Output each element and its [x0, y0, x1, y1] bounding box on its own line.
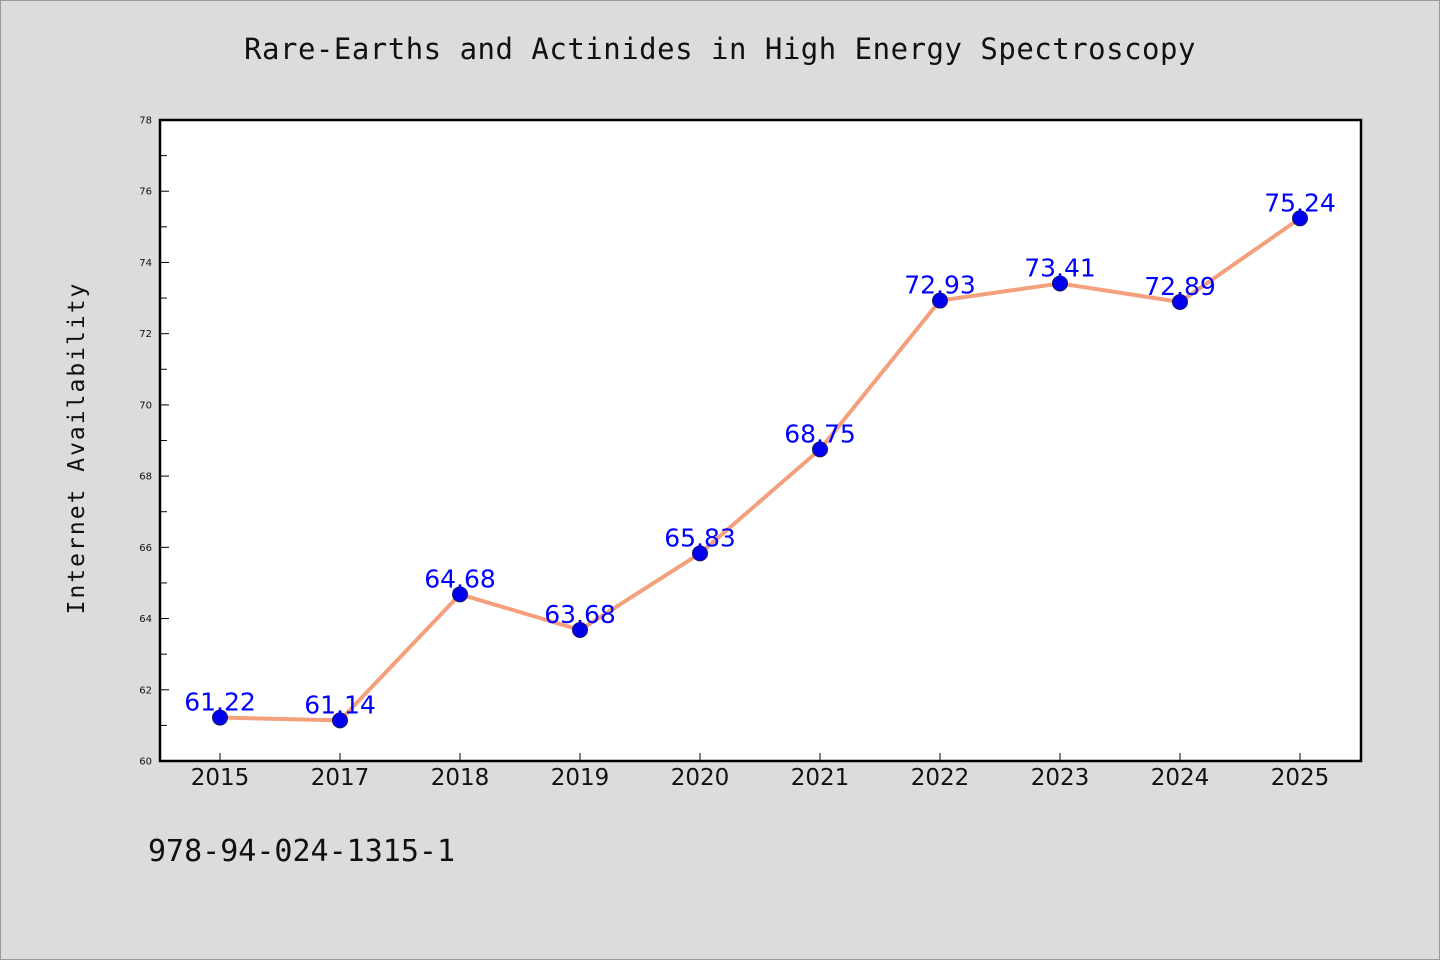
data-label: 68.75 [784, 419, 856, 448]
y-tick-label: 74 [139, 258, 152, 269]
chart-title: Rare-Earths and Actinides in High Energy… [244, 32, 1196, 66]
markers-group [212, 210, 1308, 729]
data-label: 63.68 [544, 600, 616, 629]
y-tick-label: 62 [139, 685, 152, 696]
data-point [212, 709, 228, 726]
x-tick-label: 2015 [191, 765, 250, 791]
series-line [218, 216, 1302, 723]
data-label: 64.68 [424, 564, 496, 593]
data-point [1172, 293, 1188, 310]
x-tick-label: 2025 [1271, 765, 1330, 791]
data-label: 72.89 [1144, 272, 1216, 301]
x-tick-label: 2021 [791, 765, 850, 791]
data-label: 72.93 [904, 271, 976, 300]
x-tick-label: 2017 [311, 765, 370, 791]
y-tick-label: 64 [139, 614, 152, 625]
x-tick-label: 2019 [551, 765, 610, 791]
data-label: 75.24 [1264, 188, 1336, 217]
y-tick-label: 66 [139, 543, 152, 554]
x-tick-label: 2022 [911, 765, 970, 791]
x-tick-label: 2020 [671, 765, 730, 791]
y-tick-label: 70 [139, 400, 152, 411]
data-label: 61.22 [184, 688, 256, 717]
data-point [1292, 210, 1308, 227]
x-tick-label: 2018 [431, 765, 490, 791]
data-point [1052, 275, 1068, 292]
data-labels-group: 61.22 61.14 64.68 63.68 65.83 68.75 72.93 73.41… [184, 188, 1336, 719]
data-label: 73.41 [1024, 253, 1096, 282]
data-point [452, 586, 468, 603]
y-axis: 60 62 64 66 68 70 72 74 76 78 [139, 116, 169, 768]
data-point [572, 621, 588, 638]
x-tick-label: 2023 [1031, 765, 1090, 791]
data-label: 61.14 [304, 690, 376, 719]
series-line-group [218, 216, 1302, 723]
y-tick-label: 72 [139, 329, 152, 340]
y-tick-label: 76 [139, 187, 152, 198]
isbn-text: 978-94-024-1315-1 [148, 834, 456, 869]
plot-area [158, 118, 1363, 763]
y-tick-label: 68 [139, 472, 152, 483]
y-tick-label: 78 [139, 116, 152, 127]
data-point [932, 292, 948, 309]
x-axis: 2015 2017 2018 2019 2020 2021 2022 2023 2024 2025 [191, 753, 1330, 791]
data-point [332, 712, 348, 729]
x-tick-label: 2024 [1151, 765, 1210, 791]
y-tick-label: 60 [139, 757, 152, 768]
data-point [812, 441, 828, 458]
data-label: 65.83 [664, 523, 736, 552]
data-point [692, 545, 708, 562]
y-axis-label: Internet Availability [64, 282, 90, 615]
